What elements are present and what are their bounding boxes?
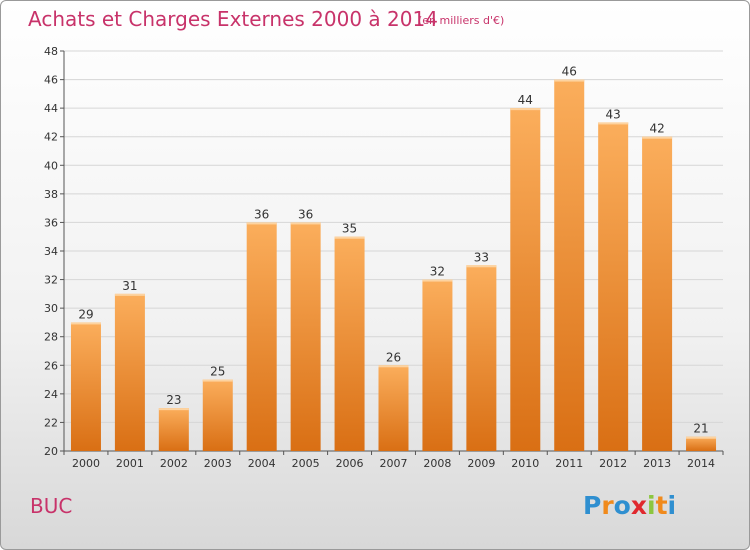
data-label: 23 (166, 393, 181, 407)
bar (246, 222, 277, 451)
x-tick-label: 2003 (204, 457, 232, 470)
y-tick-label: 20 (44, 445, 58, 458)
data-label: 26 (386, 350, 401, 364)
data-label: 29 (78, 307, 93, 321)
bar-top-highlight (70, 322, 101, 325)
bar (114, 293, 145, 451)
x-tick-label: 2007 (380, 457, 408, 470)
data-label: 31 (122, 279, 137, 293)
x-tick-label: 2005 (292, 457, 320, 470)
bar (70, 322, 101, 451)
bar-top-highlight (334, 236, 365, 239)
y-tick-label: 34 (44, 245, 58, 258)
data-label: 35 (342, 222, 357, 236)
logo-letter: o (613, 491, 631, 520)
chart-subtitle: (en milliers d'€) (418, 14, 505, 27)
logo-letter: x (630, 491, 647, 520)
bar-top-highlight (686, 436, 717, 439)
y-tick-label: 38 (44, 188, 58, 201)
x-tick-label: 2000 (72, 457, 100, 470)
y-tick-label: 28 (44, 331, 58, 344)
bar (378, 365, 409, 451)
logo-letter: P (583, 491, 602, 520)
bar-top-highlight (378, 365, 409, 368)
x-tick-label: 2011 (555, 457, 583, 470)
chart-title: Achats et Charges Externes 2000 à 2014 (28, 7, 438, 31)
x-tick-label: 2012 (599, 457, 627, 470)
y-tick-label: 26 (44, 359, 58, 372)
y-tick-label: 44 (44, 102, 58, 115)
bar (422, 279, 453, 451)
logo-letter: t (655, 491, 668, 520)
bar-top-highlight (422, 279, 453, 282)
bar (158, 408, 189, 451)
x-tick-label: 2010 (511, 457, 539, 470)
bar (290, 222, 321, 451)
logo-letter: i (647, 491, 656, 520)
bar-top-highlight (642, 136, 673, 139)
bar-top-highlight (598, 122, 629, 125)
y-tick-label: 36 (44, 216, 58, 229)
x-tick-label: 2002 (160, 457, 188, 470)
logo-letter: i (667, 491, 677, 520)
data-label: 42 (649, 122, 664, 136)
bar (466, 265, 497, 451)
data-label: 46 (562, 65, 577, 79)
bars (70, 79, 717, 452)
bar (334, 236, 365, 451)
bar-top-highlight (246, 222, 277, 225)
data-label: 33 (474, 250, 489, 264)
bar (554, 79, 585, 452)
x-tick-label: 2009 (467, 457, 495, 470)
y-tick-label: 48 (44, 45, 58, 58)
bar-top-highlight (290, 222, 321, 225)
data-label: 36 (298, 207, 313, 221)
bar-top-highlight (158, 408, 189, 411)
x-tick-label: 2013 (643, 457, 671, 470)
data-label: 21 (693, 422, 708, 436)
y-tick-label: 46 (44, 74, 58, 87)
data-label: 44 (518, 93, 533, 107)
x-tick-label: 2004 (248, 457, 276, 470)
x-tick-label: 2006 (336, 457, 364, 470)
bar-top-highlight (466, 265, 497, 268)
bar (686, 436, 717, 451)
data-label: 36 (254, 207, 269, 221)
bar (598, 122, 629, 451)
data-label: 32 (430, 265, 445, 279)
bar (510, 108, 541, 452)
proxiti-logo: Proxiti (583, 491, 676, 520)
data-label: 43 (606, 107, 621, 121)
bar (202, 379, 233, 451)
y-tick-label: 40 (44, 159, 58, 172)
x-tick-label: 2008 (423, 457, 451, 470)
x-tick-label: 2014 (687, 457, 715, 470)
data-label: 25 (210, 365, 225, 379)
logo-letter: r (601, 491, 614, 520)
y-tick-label: 22 (44, 416, 58, 429)
y-tick-label: 32 (44, 274, 58, 287)
bar-top-highlight (202, 379, 233, 382)
data-labels: 29 31 23 25 36 36 35 26 32 33 44 46 43 42 21 (78, 65, 708, 436)
x-tick-label: 2001 (116, 457, 144, 470)
bar (642, 136, 673, 451)
bar-top-highlight (510, 108, 541, 111)
bar-top-highlight (114, 293, 145, 296)
y-tick-label: 42 (44, 131, 58, 144)
commune-name: BUC (30, 494, 73, 518)
y-tick-label: 24 (44, 388, 58, 401)
bar-top-highlight (554, 79, 585, 82)
y-tick-label: 30 (44, 302, 58, 315)
